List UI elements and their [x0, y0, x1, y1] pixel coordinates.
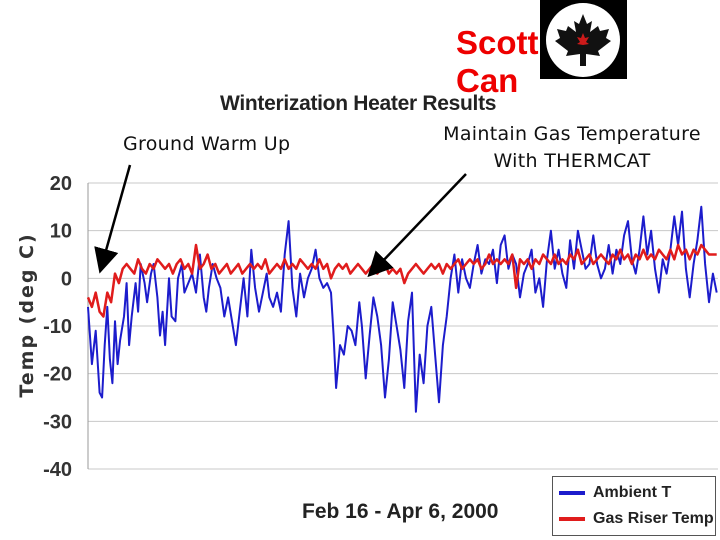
legend-label-gas-riser: Gas Riser Temp — [593, 510, 714, 527]
y-tick-label: 0 — [61, 268, 72, 290]
annotation-maintain-gas: Maintain Gas Temperature With THERMCAT — [422, 121, 720, 175]
legend-item-gas-riser: Gas Riser Temp — [559, 506, 714, 532]
annotation-ground-warm-up: Ground Warm Up — [123, 133, 291, 155]
brand-text: Scott Can — [456, 24, 539, 100]
series-line-ambient — [87, 205, 718, 413]
annotation-arrows — [94, 164, 467, 278]
brand-text-line1: Scott — [456, 24, 539, 61]
annotation-arrow-maintain-gas — [367, 173, 467, 278]
brand-text-line2: Can — [456, 62, 519, 99]
annotation-maintain-gas-line1: Maintain Gas Temperature — [443, 123, 701, 145]
series-lines — [86, 205, 718, 413]
annotation-arrow-ground-warm-up — [94, 164, 132, 274]
y-tick-label: -40 — [43, 459, 72, 481]
legend-item-ambient: Ambient T — [559, 480, 671, 506]
y-tick-label: -20 — [43, 364, 72, 386]
y-tick-label: 10 — [50, 221, 72, 243]
x-axis-label: Feb 16 - Apr 6, 2000 — [302, 500, 499, 523]
legend-swatch-ambient — [559, 491, 585, 495]
y-tick-label: -30 — [43, 411, 72, 433]
series-line-gas-riser — [86, 243, 717, 318]
maple-leaf-icon — [546, 3, 620, 77]
legend-swatch-gas-riser — [559, 517, 585, 521]
y-tick-labels: 20 10 0 -10 -20 -30 -40 — [43, 173, 72, 481]
y-tick-label: 20 — [50, 173, 72, 195]
legend: Ambient T Gas Riser Temp — [552, 476, 716, 536]
annotation-maintain-gas-line2: With THERMCAT — [493, 150, 651, 172]
grid-lines — [87, 182, 718, 470]
legend-label-ambient: Ambient T — [593, 484, 672, 501]
y-tick-label: -10 — [43, 316, 72, 338]
chart-title: Winterization Heater Results — [220, 92, 497, 115]
logo — [540, 0, 627, 79]
